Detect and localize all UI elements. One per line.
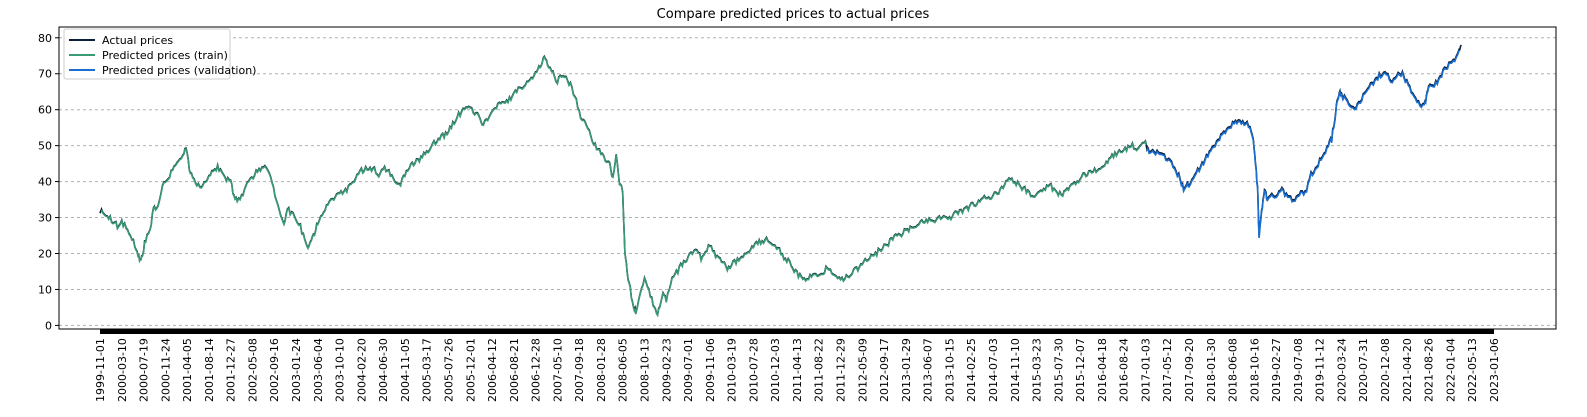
x-tick-label: 2020-07-31 [1357, 338, 1370, 402]
y-axis: 0 10 20 30 40 50 60 70 80 [38, 32, 59, 332]
x-tick-label: 2004-02-20 [355, 338, 368, 402]
x-tick-label: 2006-08-21 [508, 338, 521, 402]
x-tick-label: 2010-07-28 [747, 338, 760, 402]
x-tick-label: 2020-12-08 [1379, 338, 1392, 402]
x-tick-label: 2011-04-13 [791, 338, 804, 402]
x-tick-label: 2004-11-05 [399, 338, 412, 402]
x-tick-label: 2012-05-09 [856, 338, 869, 402]
x-tick-label: 2001-04-05 [181, 338, 194, 402]
x-tick-label: 2001-08-14 [203, 338, 216, 402]
x-tick-label: 2005-03-17 [421, 338, 434, 402]
x-tick-label: 2018-10-16 [1248, 338, 1261, 402]
y-tick-label: 80 [38, 32, 52, 45]
x-tick-label: 2014-11-10 [1009, 338, 1022, 402]
x-tick-label: 2000-07-19 [138, 338, 151, 402]
x-tick-label: 2008-06-05 [617, 338, 630, 402]
x-tick-label: 2017-01-03 [1139, 338, 1152, 402]
x-tick-label: 2017-05-12 [1161, 338, 1174, 402]
x-tick-label: 2017-09-20 [1183, 338, 1196, 402]
x-tick-label: 2006-12-28 [530, 338, 543, 402]
x-tick-label: 2002-05-08 [246, 338, 259, 402]
x-tick-label: 2006-04-12 [486, 338, 499, 402]
x-tick-label: 2004-06-30 [377, 338, 390, 402]
legend-box [63, 28, 231, 80]
x-tick-label: 2013-06-07 [922, 338, 935, 402]
x-tick-label: 2007-09-18 [573, 338, 586, 402]
x-tick-label: 2003-10-10 [334, 338, 347, 402]
x-axis-tick-band [100, 329, 1494, 334]
x-tick-label: 2011-08-22 [813, 338, 826, 402]
x-tick-label: 2018-06-08 [1227, 338, 1240, 402]
x-tick-label: 2022-05-13 [1466, 338, 1479, 402]
x-tick-label: 2018-01-30 [1205, 338, 1218, 402]
x-tick-label: 2014-07-03 [987, 338, 1000, 402]
x-tick-label: 2010-12-03 [769, 338, 782, 402]
x-tick-label: 2023-01-06 [1488, 338, 1501, 402]
series-predicted-validation [1146, 49, 1461, 239]
x-tick-label: 2015-07-30 [1052, 338, 1065, 402]
x-tick-label: 2008-10-13 [639, 338, 652, 402]
x-tick-label: 2016-04-18 [1096, 338, 1109, 402]
legend-label: Predicted prices (validation) [102, 64, 256, 77]
chart-title: Compare predicted prices to actual price… [657, 7, 930, 22]
y-tick-label: 30 [38, 212, 52, 225]
x-tick-label: 1999-11-01 [94, 338, 107, 402]
x-tick-label: 2016-08-24 [1118, 338, 1131, 402]
x-tick-label: 2001-12-27 [225, 338, 238, 402]
x-tick-label: 2022-01-04 [1444, 338, 1457, 402]
x-tick-label: 2011-12-29 [835, 338, 848, 402]
legend: Actual prices Predicted prices (train) Pre… [63, 28, 256, 80]
legend-label: Actual prices [102, 34, 173, 47]
y-tick-label: 10 [38, 283, 52, 296]
y-tick-label: 40 [38, 176, 52, 189]
x-tick-label: 2009-02-23 [660, 338, 673, 402]
x-tick-label: 2013-01-29 [900, 338, 913, 402]
x-tick-label: 2005-12-01 [464, 338, 477, 402]
x-tick-label: 2000-03-10 [116, 338, 129, 402]
x-tick-label: 2019-02-27 [1270, 338, 1283, 402]
x-axis: 1999-11-01 2000-03-10 2000-07-19 2000-11-24… [94, 338, 1501, 402]
x-tick-label: 2013-10-15 [943, 338, 956, 402]
x-tick-label: 2019-11-12 [1314, 338, 1327, 402]
y-tick-label: 0 [45, 319, 52, 332]
x-tick-label: 2009-11-06 [704, 338, 717, 402]
y-tick-label: 20 [38, 248, 52, 261]
y-tick-label: 70 [38, 68, 52, 81]
x-tick-label: 2012-09-17 [878, 338, 891, 402]
x-tick-label: 2000-11-24 [159, 338, 172, 402]
series-layer [99, 44, 1462, 318]
x-tick-label: 2008-01-28 [595, 338, 608, 402]
x-tick-label: 2003-01-24 [290, 338, 303, 402]
x-tick-label: 2019-07-08 [1292, 338, 1305, 402]
y-tick-label: 60 [38, 104, 52, 117]
x-tick-label: 2002-09-16 [268, 338, 281, 402]
x-tick-label: 2015-12-07 [1074, 338, 1087, 402]
legend-label: Predicted prices (train) [102, 49, 228, 62]
series-predicted-train [100, 55, 1147, 318]
x-tick-label: 2005-07-26 [442, 338, 455, 402]
x-tick-label: 2021-04-20 [1401, 338, 1414, 402]
y-tick-label: 50 [38, 140, 52, 153]
x-tick-label: 2009-07-01 [682, 338, 695, 402]
x-tick-label: 2015-03-23 [1031, 338, 1044, 402]
x-tick-label: 2010-03-19 [726, 338, 739, 402]
x-tick-label: 2020-03-24 [1335, 338, 1348, 402]
x-tick-label: 2014-02-25 [965, 338, 978, 402]
x-tick-label: 2007-05-10 [551, 338, 564, 402]
x-tick-label: 2021-08-26 [1423, 338, 1436, 402]
x-tick-label: 2003-06-04 [312, 338, 325, 402]
